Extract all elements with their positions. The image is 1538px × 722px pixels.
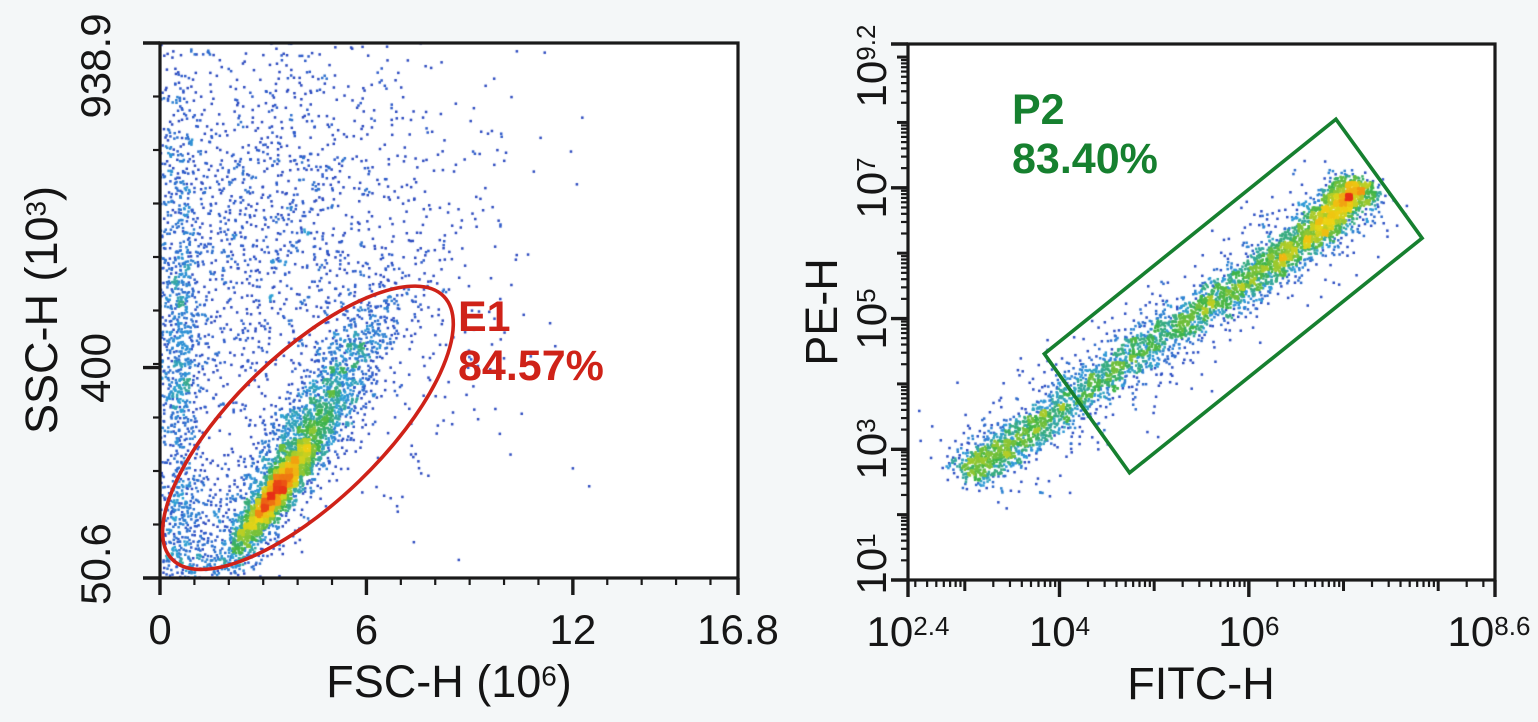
ssc-axis-title: SSC-H (103)	[16, 185, 67, 435]
tick-label: 6	[354, 606, 379, 653]
tick-label: 107	[848, 157, 895, 219]
tick-label: 16.8	[697, 606, 779, 653]
pe-axis-title: PE-H	[796, 258, 847, 366]
tick-label: 0	[148, 606, 172, 653]
tick-label: 109.2	[848, 24, 895, 108]
tick-label: 106	[1218, 608, 1280, 655]
gate-label-p2: P2 83.40%	[1012, 86, 1158, 184]
tick-label: 400	[72, 332, 119, 403]
gate-label-e1: E1 84.57%	[458, 293, 604, 391]
fitc-axis-title: FITC-H	[1127, 658, 1275, 709]
gate-name: E1	[458, 293, 511, 341]
fsc-ssc-dot-canvas	[160, 43, 738, 578]
tick-label: 105	[848, 287, 895, 350]
tick-label: 50.6	[72, 523, 119, 605]
tick-label: 938.9	[72, 13, 119, 119]
fsc-axis-title: FSC-H (106)	[326, 656, 572, 707]
gate-percent: 84.57%	[458, 342, 604, 391]
gate-percent: 83.40%	[1012, 135, 1158, 184]
tick-label: 108.6	[1447, 608, 1531, 655]
fitc-pe-dot-canvas	[908, 44, 1495, 580]
tick-label: 12	[549, 606, 597, 653]
tick-label: 103	[848, 418, 895, 480]
gate-name: P2	[1012, 86, 1065, 134]
tick-label: 101	[848, 533, 895, 595]
tick-label: 104	[1028, 608, 1091, 655]
tick-label: 102.4	[866, 608, 950, 655]
